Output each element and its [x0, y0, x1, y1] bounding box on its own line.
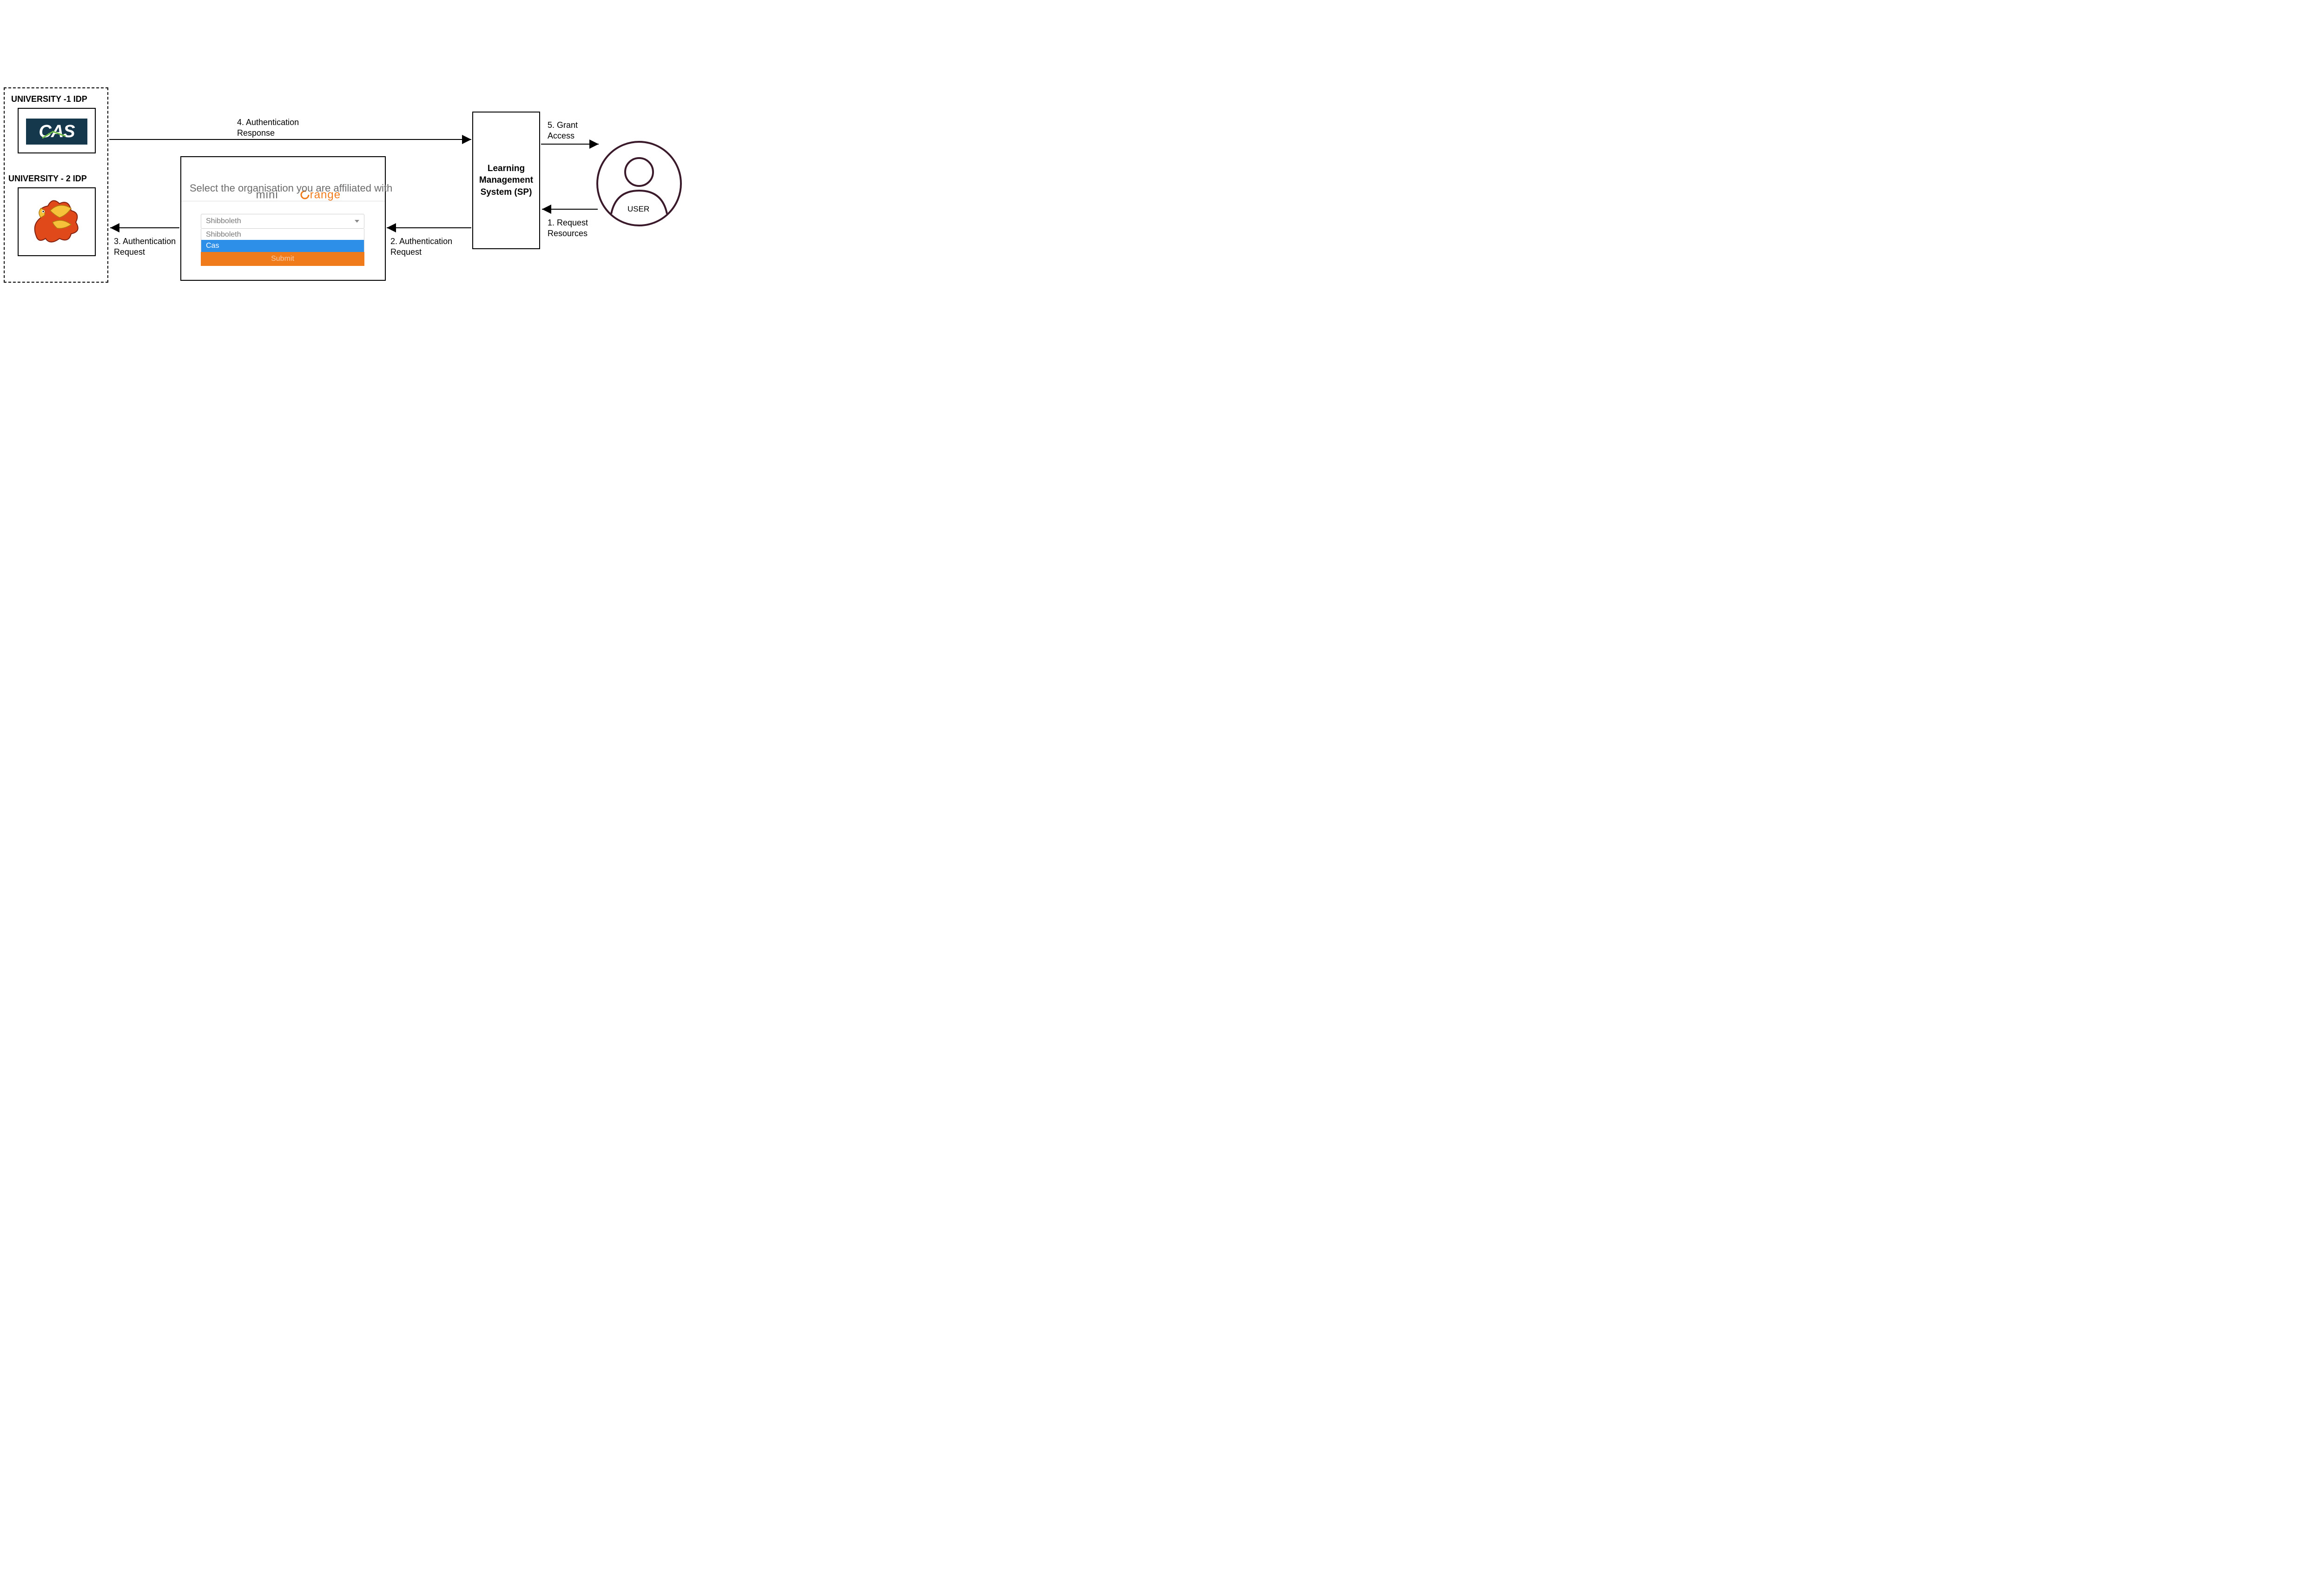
dropdown-option-shibboleth[interactable]: Shibboleth [201, 229, 364, 240]
sp-box: Learning Management System (SP) [472, 112, 540, 249]
dropdown-selected: Shibboleth [206, 217, 241, 225]
user-icon [595, 139, 683, 228]
university-2-label: UNIVERSITY - 2 IDP [8, 174, 87, 184]
sp-label: Learning Management System (SP) [473, 163, 539, 199]
org-dropdown[interactable]: Shibboleth [201, 214, 364, 229]
arrow-3-label: 3. Authentication Request [114, 236, 176, 257]
cas-accent-icon [26, 119, 87, 145]
miniorange-ring-icon [278, 176, 310, 215]
griffin-icon [27, 192, 86, 252]
diagram-canvas: UNIVERSITY -1 IDP CAS UNIVERSITY - 2 IDP… [0, 0, 714, 402]
university-1-label: UNIVERSITY -1 IDP [11, 94, 87, 104]
submit-label: Submit [271, 255, 294, 263]
selector-subtitle: Select the organisation you are affiliat… [190, 182, 392, 194]
arrow-5-label: 5. Grant Access [548, 120, 578, 141]
arrow-4-label: 4. Authentication Response [237, 117, 299, 138]
submit-button[interactable]: Submit [201, 252, 364, 266]
chevron-down-icon [355, 220, 359, 223]
dropdown-option-label: Shibboleth [206, 231, 241, 238]
dropdown-option-cas[interactable]: Cas [201, 240, 364, 252]
arrow-1-label: 1. Request Resources [548, 218, 588, 238]
dropdown-option-label: Cas [206, 242, 219, 250]
arrow-2-label: 2. Authentication Request [390, 236, 452, 257]
cas-logo: CAS [26, 119, 87, 145]
user-label: USER [627, 205, 649, 214]
